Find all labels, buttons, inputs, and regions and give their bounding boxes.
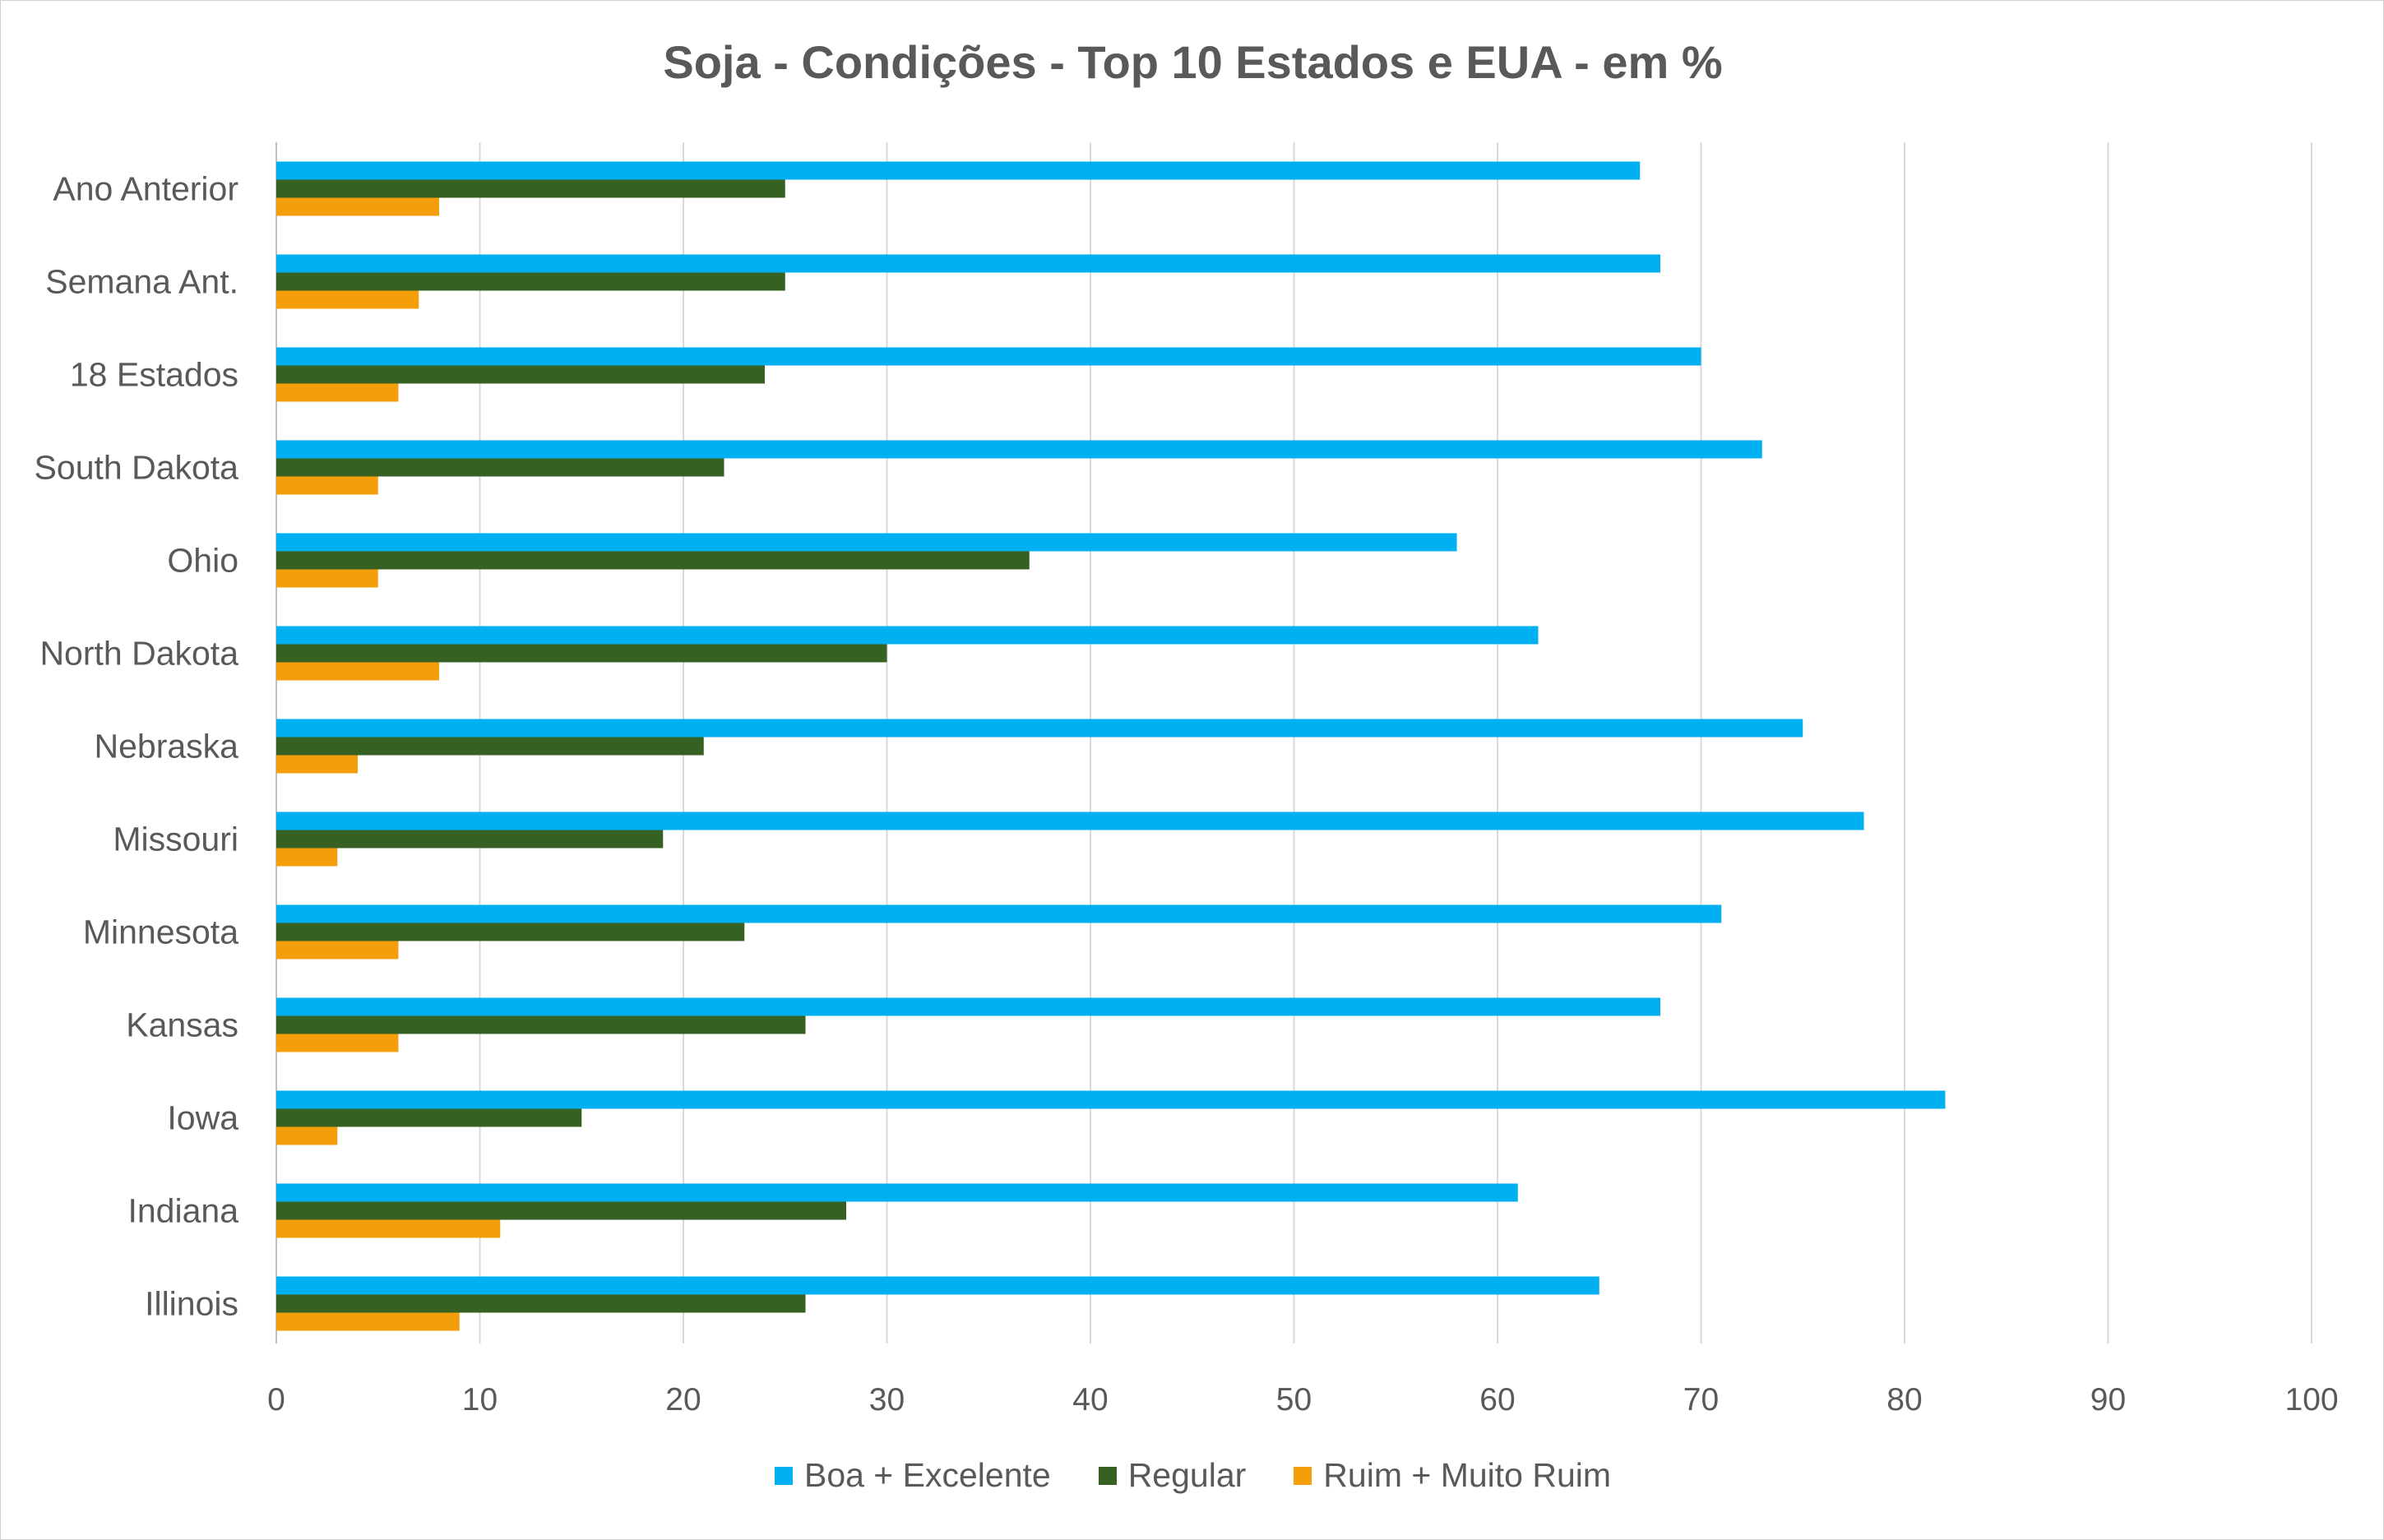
bar-regular	[276, 1201, 846, 1220]
x-tick-label: 70	[1683, 1382, 1719, 1417]
bar-boa-excelente	[276, 254, 1660, 273]
bar-ruim-muito-ruim	[276, 197, 439, 216]
x-tick-labels: 0 10 20 30 40 50 60 70 80 90 100	[267, 1382, 2338, 1417]
bar-regular	[276, 179, 785, 198]
bar-boa-excelente	[276, 719, 1803, 738]
category-label: Iowa	[167, 1099, 238, 1137]
legend-item: Regular	[1098, 1456, 1247, 1495]
x-tick-label: 100	[2284, 1382, 2338, 1417]
x-tick-label: 20	[665, 1382, 701, 1417]
legend-swatch	[1294, 1466, 1312, 1485]
bar-regular	[276, 272, 785, 291]
bar-regular	[276, 1108, 582, 1127]
bar-ruim-muito-ruim	[276, 662, 439, 681]
plot-area: Ano Anterior Semana Ant. 18 Estados South D…	[35, 142, 2339, 1417]
bar-ruim-muito-ruim	[276, 476, 378, 495]
bar-ruim-muito-ruim	[276, 1034, 399, 1052]
category-label: South Dakota	[35, 449, 239, 487]
x-tick-label: 90	[2090, 1382, 2126, 1417]
bar-ruim-muito-ruim	[276, 290, 419, 309]
bars	[276, 161, 1946, 1331]
bar-ruim-muito-ruim	[276, 755, 358, 774]
category-label: Indiana	[127, 1192, 238, 1230]
bar-boa-excelente	[276, 1090, 1946, 1109]
bar-ruim-muito-ruim	[276, 848, 338, 867]
bar-regular	[276, 551, 1030, 570]
x-tick-label: 50	[1276, 1382, 1312, 1417]
x-tick-label: 40	[1072, 1382, 1108, 1417]
bar-boa-excelente	[276, 626, 1539, 645]
category-label: 18 Estados	[70, 356, 238, 394]
bar-ruim-muito-ruim	[276, 569, 378, 588]
x-tick-label: 10	[462, 1382, 498, 1417]
legend-swatch	[1098, 1466, 1117, 1485]
bar-ruim-muito-ruim	[276, 1312, 460, 1331]
bar-boa-excelente	[276, 1276, 1599, 1295]
bar-ruim-muito-ruim	[276, 1219, 501, 1238]
bar-boa-excelente	[276, 812, 1864, 830]
legend: Boa + Excelente Regular Ruim + Muito Ruim	[1, 1456, 2384, 1495]
category-label: Ohio	[167, 542, 238, 580]
category-label: Kansas	[126, 1006, 238, 1044]
bar-regular	[276, 830, 664, 849]
category-label: North Dakota	[39, 635, 238, 673]
legend-label: Ruim + Muito Ruim	[1323, 1456, 1612, 1494]
bar-regular	[276, 644, 887, 663]
bar-regular	[276, 1294, 806, 1313]
bar-ruim-muito-ruim	[276, 941, 399, 960]
bar-boa-excelente	[276, 347, 1701, 366]
x-tick-label: 60	[1479, 1382, 1515, 1417]
bar-boa-excelente	[276, 533, 1457, 552]
bar-regular	[276, 458, 724, 477]
bar-regular	[276, 923, 745, 941]
category-labels: Ano Anterior Semana Ant. 18 Estados South D…	[35, 170, 239, 1323]
category-label: Semana Ant.	[45, 263, 238, 301]
bar-boa-excelente	[276, 161, 1641, 180]
legend-item: Ruim + Muito Ruim	[1294, 1456, 1611, 1495]
chart-title: Soja - Condições - Top 10 Estados e EUA …	[663, 36, 1723, 88]
bar-regular	[276, 365, 765, 384]
legend-swatch	[774, 1466, 793, 1485]
bar-boa-excelente	[276, 1183, 1518, 1202]
x-tick-label: 80	[1886, 1382, 1922, 1417]
category-label: Illinois	[145, 1285, 238, 1323]
legend-label: Regular	[1127, 1456, 1247, 1494]
category-label: Nebraska	[95, 728, 239, 765]
x-tick-label: 0	[267, 1382, 285, 1417]
bar-regular	[276, 737, 704, 756]
bar-ruim-muito-ruim	[276, 1126, 338, 1145]
legend-item: Boa + Excelente	[774, 1456, 1051, 1495]
bar-boa-excelente	[276, 904, 1722, 923]
bar-regular	[276, 1015, 806, 1034]
legend-label: Boa + Excelente	[803, 1456, 1051, 1494]
category-label: Minnesota	[83, 913, 238, 951]
x-tick-label: 30	[869, 1382, 905, 1417]
bar-ruim-muito-ruim	[276, 383, 399, 402]
bar-boa-excelente	[276, 997, 1660, 1016]
category-label: Missouri	[113, 821, 238, 858]
bar-boa-excelente	[276, 440, 1762, 459]
category-label: Ano Anterior	[53, 170, 238, 208]
